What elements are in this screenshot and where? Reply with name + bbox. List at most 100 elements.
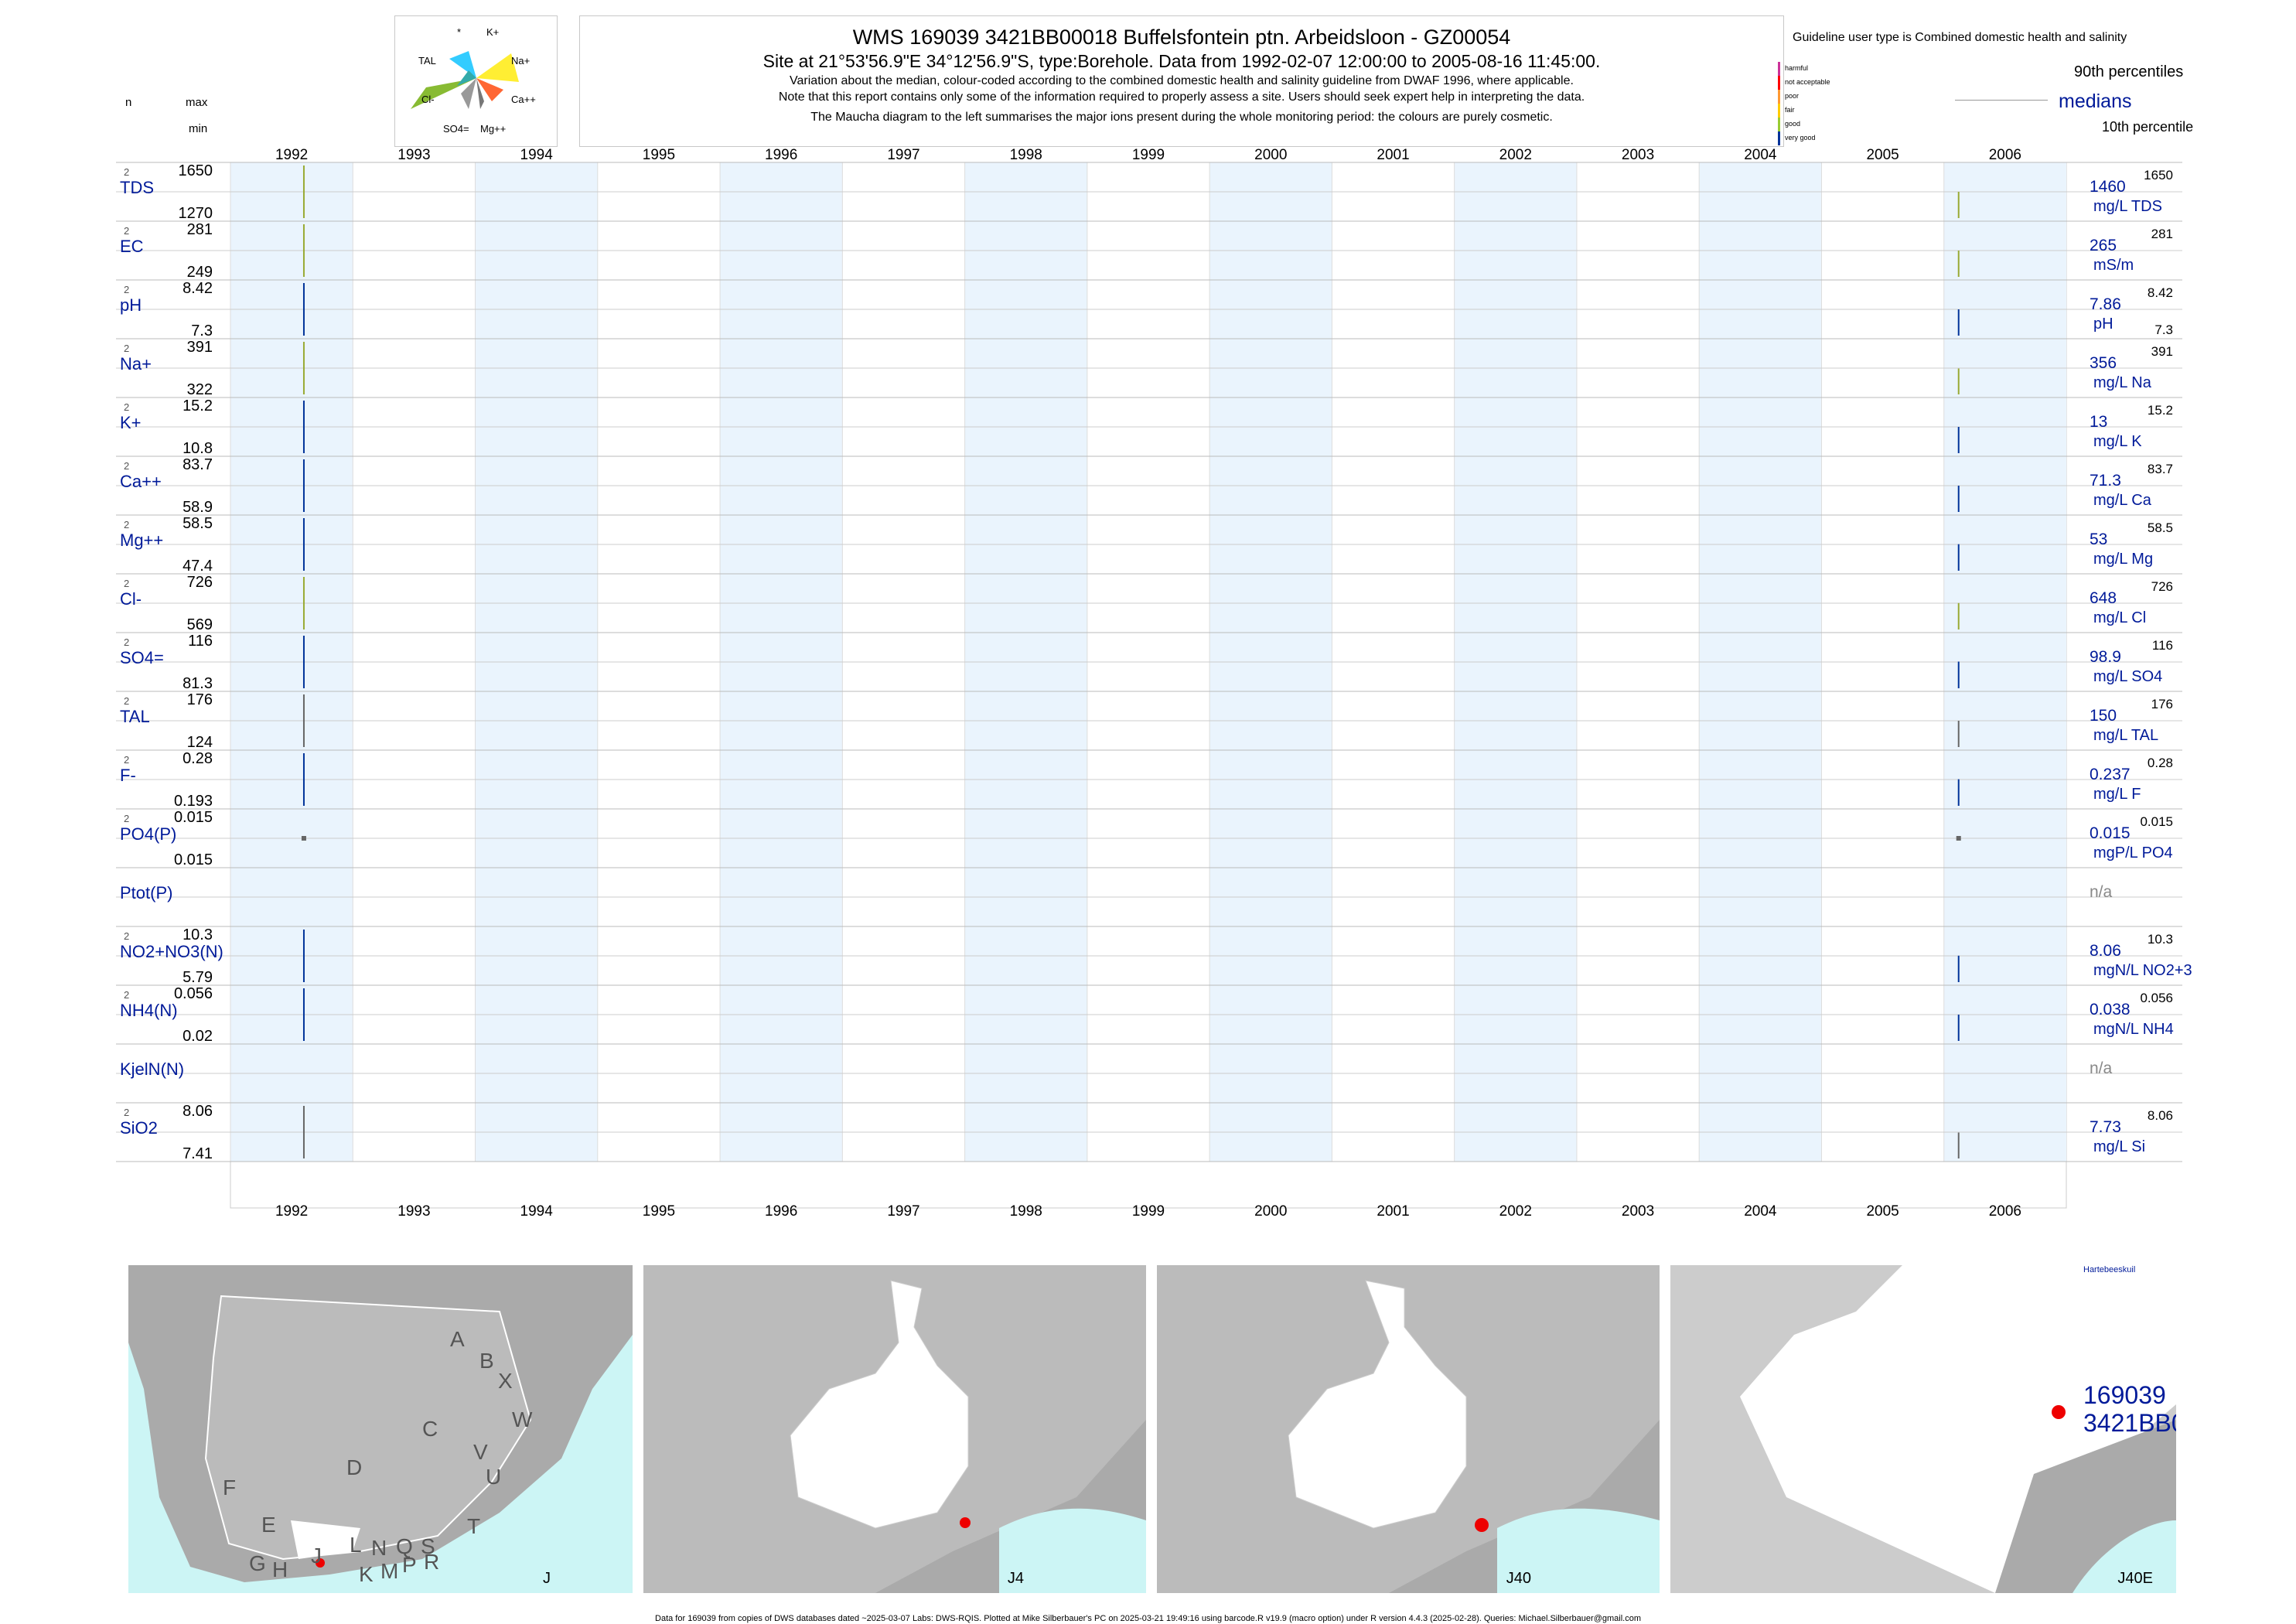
row-max: 176 <box>187 691 213 708</box>
row-label: Ca++ <box>120 472 162 491</box>
row-median: 71.3 <box>2090 472 2121 490</box>
year-tick-top: 2001 <box>1377 147 1409 163</box>
row-n: 2 <box>124 343 129 354</box>
row-median: 356 <box>2090 354 2117 372</box>
row-p90: 281 <box>2151 227 2173 241</box>
year-tick-top: 1995 <box>643 147 675 163</box>
row-p90: 8.42 <box>2148 285 2173 300</box>
row-n: 2 <box>124 989 129 1001</box>
map-j40-svg <box>1157 1265 1660 1593</box>
map-j40e: 169039 3421BB00 Hartebeeskuil J40E <box>1670 1265 2176 1593</box>
row-min: 0.02 <box>183 1028 213 1045</box>
row-median: 648 <box>2090 589 2117 607</box>
row-p90: 726 <box>2151 579 2173 594</box>
year-tick-top: 1992 <box>275 147 308 163</box>
year-tick-bottom: 2006 <box>1989 1203 2021 1220</box>
row-max: 8.42 <box>183 280 213 297</box>
year-tick-top: 2002 <box>1499 147 1532 163</box>
legend-color-bar <box>1778 76 1780 90</box>
year-tick-top: 2005 <box>1866 147 1899 163</box>
row-min: 47.4 <box>183 558 213 575</box>
row-p90: 83.7 <box>2148 462 2173 476</box>
row-label: NO2+NO3(N) <box>120 942 223 961</box>
region-letter: M <box>380 1559 399 1583</box>
maucha-petal-tal <box>457 70 476 86</box>
chart-subtitle: Site at 21°53'56.9"E 34°12'56.9"S, type:… <box>762 51 1601 71</box>
row-median: 13 <box>2090 413 2107 431</box>
region-letter: V <box>473 1440 488 1464</box>
region-letter: L <box>350 1533 362 1557</box>
row-n: 2 <box>124 519 129 531</box>
maucha-petal-ca <box>476 78 503 101</box>
year-tick-top: 1999 <box>1132 147 1165 163</box>
legend-p90: 90th percentiles <box>2074 63 2184 80</box>
legend-level-label: good <box>1785 120 1801 128</box>
row-p90: 15.2 <box>2148 403 2173 418</box>
row-median: 0.038 <box>2090 1001 2131 1018</box>
year-tick-top: 2006 <box>1989 147 2021 163</box>
row-max: 116 <box>188 633 213 650</box>
maucha-label-na: Na+ <box>511 55 530 67</box>
row-p90: 1650 <box>2144 168 2173 183</box>
region-letter: R <box>424 1550 440 1574</box>
row-p90: 0.28 <box>2148 756 2173 770</box>
row-p90: 0.056 <box>2140 991 2173 1005</box>
row-p90: 10.3 <box>2148 932 2173 947</box>
region-letter: Q <box>396 1534 413 1558</box>
row-max: 726 <box>187 574 213 591</box>
year-tick-bottom: 2001 <box>1377 1203 1409 1220</box>
legend-medians: medians <box>2059 90 2132 112</box>
maucha-petal-mg <box>476 78 484 109</box>
year-tick-top: 1997 <box>887 147 919 163</box>
row-p90: 8.06 <box>2148 1108 2173 1123</box>
legend-median-line <box>1955 100 2048 101</box>
row-min: 1270 <box>179 205 213 222</box>
row-unit: pH <box>2093 316 2113 333</box>
row-p90: 391 <box>2151 344 2173 359</box>
row-max: 15.2 <box>183 397 213 415</box>
row-max: 83.7 <box>183 456 213 473</box>
map-label-j: J <box>543 1570 551 1587</box>
row-median: n/a <box>2090 883 2113 901</box>
row-min: 7.41 <box>183 1145 213 1162</box>
region-letter: X <box>498 1369 513 1393</box>
year-tick-top: 2000 <box>1254 147 1287 163</box>
legend-level-label: harmful <box>1785 64 1809 72</box>
row-n: 2 <box>124 1107 129 1118</box>
region-letter: W <box>512 1407 533 1431</box>
maucha-label-ca: Ca++ <box>511 94 536 105</box>
row-label: pH <box>120 295 142 315</box>
region-letter: P <box>402 1553 417 1577</box>
year-tick-bottom: 1993 <box>397 1203 430 1220</box>
region-letter: K <box>359 1562 374 1586</box>
year-tick-top: 2003 <box>1622 147 1654 163</box>
region-letter: S <box>421 1534 435 1558</box>
map-label-j4: J4 <box>1007 1570 1024 1587</box>
row-label: SO4= <box>120 648 164 667</box>
legend-level-label: fair <box>1785 106 1795 114</box>
row-label: Na+ <box>120 354 152 374</box>
row-n: 2 <box>124 930 129 942</box>
row-label: KjelN(N) <box>120 1059 184 1079</box>
row-n: 2 <box>124 578 129 589</box>
site-label-code: 3421BB00 <box>2083 1409 2176 1437</box>
row-median: 7.86 <box>2090 295 2121 313</box>
row-min: 569 <box>187 616 213 633</box>
note-expert: Note that this report contains only some… <box>778 90 1585 104</box>
row-min: 58.9 <box>183 499 213 516</box>
map-j40: J40 <box>1157 1265 1660 1593</box>
legend-color-bar <box>1778 131 1780 145</box>
row-max: 1650 <box>179 162 213 179</box>
year-tick-bottom: 1992 <box>275 1203 308 1220</box>
row-unit: mg/L Mg <box>2093 551 2153 568</box>
row-p10: 7.3 <box>2154 322 2173 337</box>
region-letter: C <box>422 1417 438 1441</box>
data-point <box>1956 836 1961 841</box>
year-tick-bottom: 1997 <box>887 1203 919 1220</box>
row-unit: mg/L F <box>2093 786 2141 803</box>
legend-color-bar <box>1778 118 1780 131</box>
maucha-label-tal: TAL <box>418 55 436 67</box>
note-variation: Variation about the median, colour-coded… <box>790 74 1574 87</box>
row-n: 2 <box>124 225 129 237</box>
legend-level-label: not acceptable <box>1785 78 1830 86</box>
